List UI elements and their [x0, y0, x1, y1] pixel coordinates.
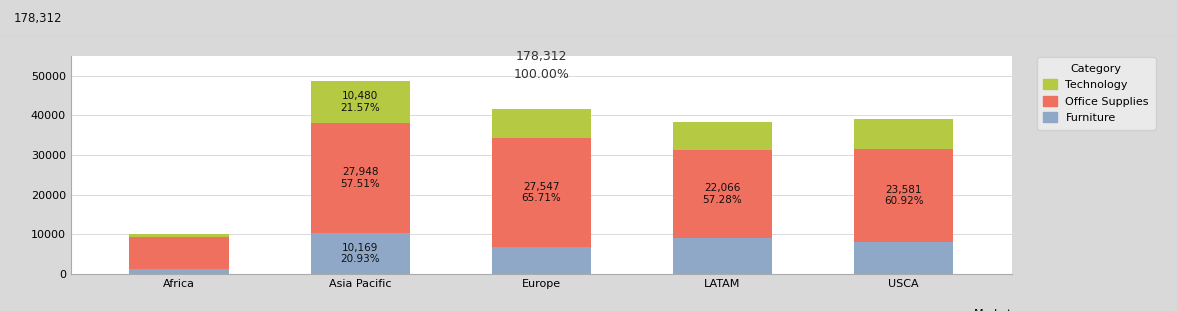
Bar — [492, 109, 591, 138]
Bar — [129, 237, 230, 269]
Text: Market: Market — [973, 309, 1012, 311]
Text: 10,169
20.93%: 10,169 20.93% — [340, 243, 380, 264]
Text: 27,948
57.51%: 27,948 57.51% — [340, 167, 380, 189]
Text: 178,312
100.00%: 178,312 100.00% — [513, 50, 570, 81]
Bar — [853, 242, 953, 274]
Bar — [492, 138, 591, 247]
Text: 27,547
65.71%: 27,547 65.71% — [521, 182, 561, 203]
Bar — [311, 234, 410, 274]
Bar — [853, 119, 953, 149]
Bar — [492, 247, 591, 274]
Text: 23,581
60.92%: 23,581 60.92% — [884, 184, 924, 206]
Text: 10,480
21.57%: 10,480 21.57% — [340, 91, 380, 113]
Bar — [673, 150, 772, 238]
Bar — [311, 81, 410, 123]
Bar — [311, 123, 410, 234]
Bar — [129, 269, 230, 274]
Text: 22,066
57.28%: 22,066 57.28% — [703, 183, 743, 205]
Bar — [673, 238, 772, 274]
Bar — [853, 149, 953, 242]
Legend: Technology, Office Supplies, Furniture: Technology, Office Supplies, Furniture — [1037, 57, 1156, 129]
Bar — [673, 122, 772, 150]
Text: 178,312: 178,312 — [14, 12, 62, 25]
Bar — [129, 234, 230, 237]
